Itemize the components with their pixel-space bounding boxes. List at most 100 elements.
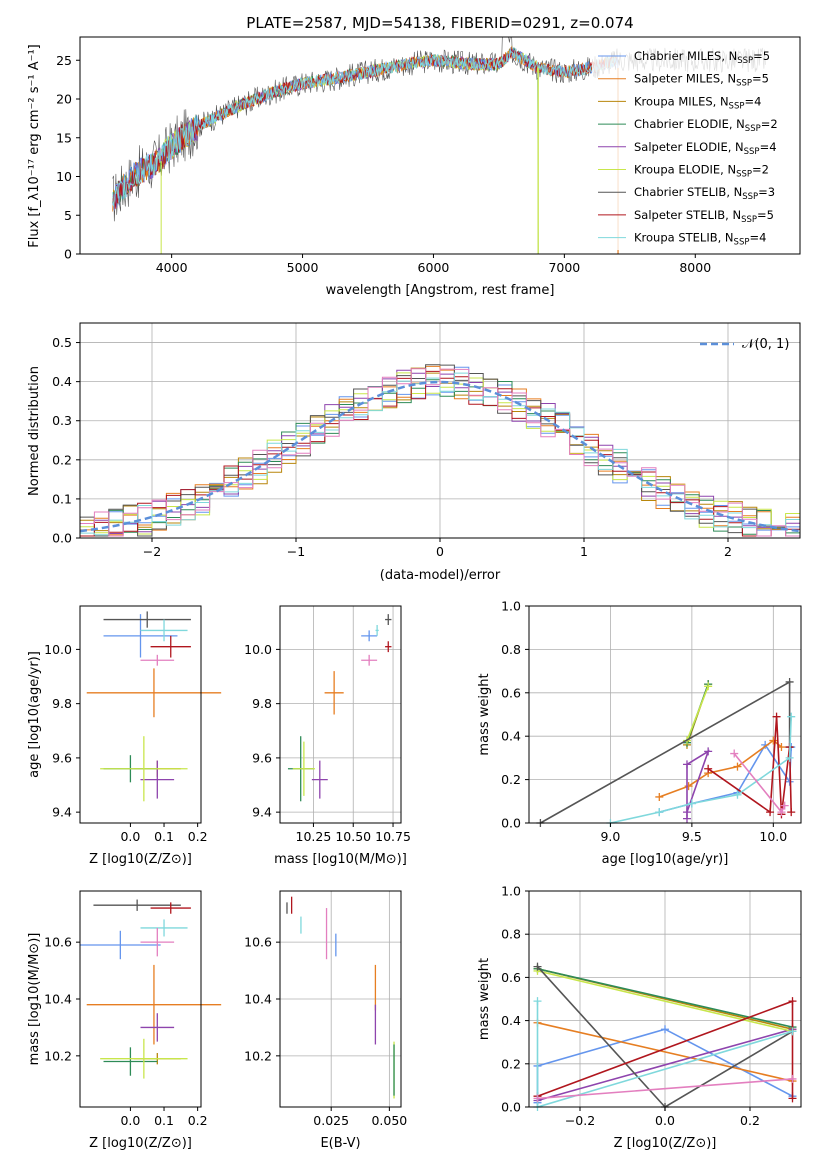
age_vs_mass-frame: [279, 605, 402, 824]
mass_vs_Z-frame: [79, 890, 202, 1108]
residual-xtick-label: 1: [580, 544, 588, 559]
mass_vs_Z-ylabel: mass [log10(M/M⊙)]: [27, 933, 42, 1066]
mass_vs_Z-xtick-label: 0.1: [154, 1113, 174, 1128]
weight_vs_Z-marker-kroupa_miles_b: [788, 1074, 797, 1083]
age_vs_Z-ylabel: age [log10(age/yr)]: [27, 651, 42, 778]
mass_vs_ebv-xlabel: E(B-V): [320, 1136, 360, 1151]
weight_vs_Z-xtick-label: −0.2: [565, 1113, 595, 1128]
spectrum-line-kroupa_stelib: [112, 48, 617, 207]
weight_vs_age-marker-kroupa_stelib: [785, 753, 794, 762]
residual-hist-salpeter_miles: [80, 365, 800, 536]
spectrum-ylabel: Flux [f_λ10⁻¹⁷ erg cm⁻² s⁻¹ A⁻¹]: [27, 44, 42, 248]
weight_vs_Z-ytick-label: 0.2: [501, 1056, 521, 1071]
residual-xtick-label: −2: [143, 544, 161, 559]
weight_vs_Z-marker-chabrier_stelib: [533, 962, 542, 971]
age_vs_mass-xtick-label: 10.25: [296, 829, 332, 844]
residual-legend: 𝒩(0, 1): [700, 337, 789, 352]
weight_vs_age-marker-kroupa_stelib: [733, 790, 742, 799]
legend-label-chabrier_stelib: Chabrier STELIB, NSSP=3: [634, 185, 775, 202]
spectrum-line-salpeter_elodie: [112, 47, 538, 211]
spectrum-xtick-label: 6000: [418, 260, 450, 275]
residual-grid: [80, 323, 800, 539]
mass-vs-ebv-panel: 0.025 0.050 10.2 10.4 10.6 E(B-V): [244, 890, 407, 1151]
weight_vs_Z-marker-kroupa_stelib: [533, 997, 542, 1006]
weight_vs_age-ytick-label: 0.0: [501, 816, 521, 831]
weight_vs_age-marker-salpeter_miles: [655, 792, 664, 801]
residual-ytick-label: 0.2: [52, 452, 72, 467]
age_vs_Z-frame: [79, 605, 202, 824]
age_vs_mass-ytick-label: 10.0: [244, 642, 272, 657]
mass_vs_ebv-xtick-label: 0.050: [371, 1113, 407, 1128]
residual-ylabel: Normed distribution: [27, 366, 42, 496]
weight_vs_Z-marker-salpeter_stelib: [788, 997, 797, 1006]
spectrum-xtick-label: 7000: [548, 260, 580, 275]
weight_vs_age-marker-salpeter_miles: [769, 736, 778, 745]
weight_vs_age-marker-salpeter_stelib: [704, 764, 713, 773]
spectrum-ytick-label: 10: [56, 169, 72, 184]
age_vs_Z-ytick-label: 10.0: [44, 642, 72, 657]
weight_vs_age-marker-salpeter_elodie: [682, 760, 691, 769]
spectrum-yticks: 0 5 10 15 20 25: [56, 53, 80, 262]
weight_vs_age-series-kroupa_elodie: [686, 686, 709, 741]
spectrum-xtick-label: 5000: [287, 260, 319, 275]
spectrum-xlabel: wavelength [Angstrom, rest frame]: [326, 283, 555, 298]
weight_vs_age-series-kroupa_stelib: [610, 716, 792, 824]
weight_vs_age-marker-kroupa_miles_b: [730, 749, 739, 758]
mass_vs_Z-ytick-label: 10.2: [44, 1048, 72, 1063]
mass_vs_Z-ytick-label: 10.6: [44, 935, 72, 950]
legend-label-salpeter_elodie: Salpeter ELODIE, NSSP=4: [634, 140, 777, 157]
spectrum-title: PLATE=2587, MJD=54138, FIBERID=0291, z=0…: [246, 14, 633, 32]
weight_vs_Z-marker-kroupa_stelib: [788, 1027, 797, 1036]
weight_vs_age-ylabel: mass weight: [477, 673, 492, 755]
age_vs_mass-xtick-label: 10.50: [335, 829, 371, 844]
weight_vs_age-ytick-label: 0.2: [501, 772, 521, 787]
weight_vs_Z-ytick-label: 0.4: [501, 1013, 521, 1028]
mass_vs_Z-ytick-label: 10.4: [44, 992, 72, 1007]
mass_vs_Z-xlabel: Z [log10(Z/Z⊙)]: [89, 1136, 192, 1151]
weight_vs_Z-series-salpeter_elodie: [537, 1028, 793, 1102]
age_vs_mass-xlabel: mass [log10(M/M⊙)]: [274, 852, 407, 867]
legend-label-chabrier_miles: Chabrier MILES, NSSP=5: [634, 49, 770, 66]
weight_vs_Z-marker-salpeter_stelib: [788, 1094, 797, 1103]
weight_vs_Z-ytick-label: 0.6: [501, 970, 521, 985]
residual-normal-curve: [79, 380, 801, 533]
mass_vs_ebv-xtick-label: 0.025: [313, 1113, 349, 1128]
weight_vs_age-marker-kroupa_stelib: [787, 712, 796, 721]
spectrum-legend: Chabrier MILES, NSSP=5 Salpeter MILES, NS…: [592, 42, 796, 250]
weight_vs_Z-series-kroupa_miles_b: [537, 1078, 793, 1100]
mass-vs-metallicity-panel: 0.0 0.1 0.2 10.2 10.4 10.6 Z [log10(Z/Z⊙)] mass…: [27, 890, 222, 1151]
weight_vs_Z-ylabel: mass weight: [477, 958, 492, 1040]
legend-label-kroupa_stelib: Kroupa STELIB, NSSP=4: [634, 231, 766, 248]
residual-ytick-label: 0.5: [52, 335, 72, 350]
age_vs_Z-ytick-label: 9.6: [52, 750, 72, 765]
weight_vs_age-marker-salpeter_stelib: [766, 808, 775, 817]
spectrum-line-chabrier_miles: [112, 47, 619, 255]
residual-xlabel: (data-model)/error: [380, 568, 501, 583]
weight_vs_Z-xtick-label: 0.2: [740, 1113, 760, 1128]
legend-label-kroupa_elodie: Kroupa ELODIE, NSSP=2: [634, 163, 769, 180]
spectrum-xtick-label: 8000: [679, 260, 711, 275]
mass_vs_Z-xtick-label: 0.2: [188, 1113, 208, 1128]
legend-label-kroupa_miles: Kroupa MILES, NSSP=4: [634, 94, 761, 111]
weight_vs_age-marker-kroupa_stelib: [655, 808, 664, 817]
weight-vs-age-panel: 9.0 9.5 10.0 0.0 0.2 0.4 0.6 0.8 1.0 age [log10(a…: [477, 599, 802, 867]
mass_vs_ebv-ytick-label: 10.6: [244, 935, 272, 950]
weight_vs_age-marker-salpeter_stelib: [772, 712, 781, 721]
age_vs_Z-ytick-label: 9.4: [52, 805, 72, 820]
residual-ytick-label: 0.1: [52, 491, 72, 506]
weight_vs_age-ytick-label: 0.8: [501, 642, 521, 657]
weight_vs_Z-marker-chabrier_miles: [661, 1025, 669, 1034]
mass_vs_Z-xtick-label: 0.0: [120, 1113, 140, 1128]
age-vs-mass-panel: 10.25 10.50 10.75 9.4 9.6 9.8 10.0 mass [log10(…: [244, 605, 411, 867]
weight_vs_age-marker-salpeter_stelib: [787, 808, 796, 817]
age_vs_Z-xtick-label: 0.2: [188, 829, 208, 844]
age_vs_Z-xtick-label: 0.1: [154, 829, 174, 844]
residual-ytick-label: 0.3: [52, 413, 72, 428]
spectrum-ytick-label: 5: [64, 208, 72, 223]
weight_vs_age-series-chabrier_stelib: [540, 680, 791, 824]
weight_vs_age-xtick-label: 9.5: [682, 829, 702, 844]
spectrum-ytick-label: 0: [64, 247, 72, 262]
weight_vs_age-xtick-label: 10.0: [759, 829, 787, 844]
weight-vs-metallicity-panel: −0.2 0.0 0.2 0.0 0.2 0.4 0.6 0.8 1.0 Z [log10(Z/Z…: [477, 884, 802, 1151]
